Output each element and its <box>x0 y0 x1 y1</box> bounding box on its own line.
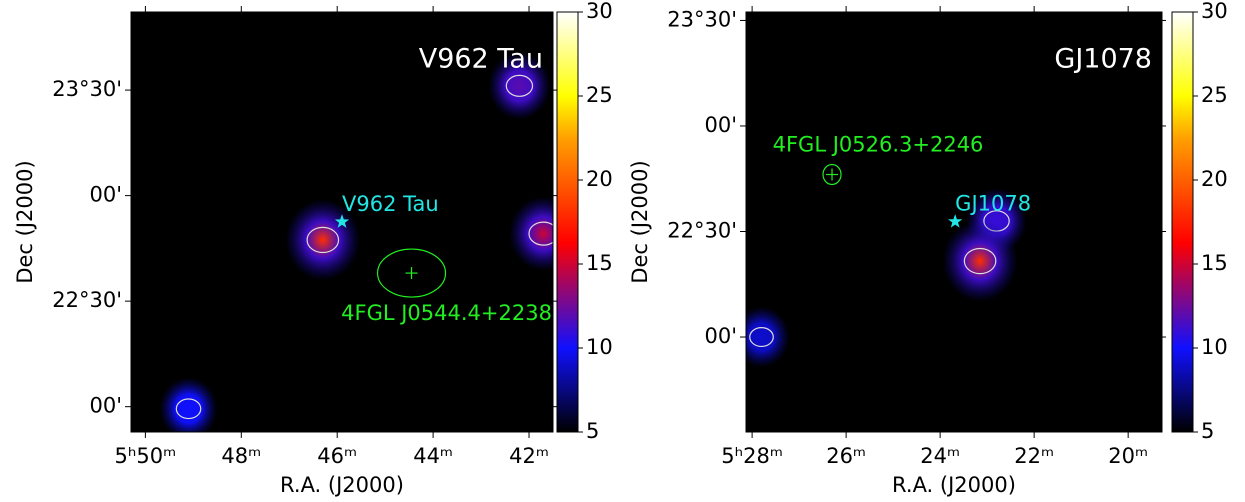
colorbar-tick-label: 30 <box>586 0 613 23</box>
x-tick-label: 20ᵐ <box>1108 444 1148 468</box>
map <box>159 51 553 432</box>
x-tick-label: 24ᵐ <box>920 444 960 468</box>
x-tick-label: 5ʰ50ᵐ <box>115 444 177 468</box>
source-label: V962 Tau <box>342 192 439 216</box>
y-tick-label: 00' <box>705 324 738 348</box>
y-tick-label: 00' <box>90 183 123 207</box>
colorbar-tick-label: 20 <box>586 167 613 191</box>
colorbar-tick-label: 10 <box>586 335 613 359</box>
contour <box>175 398 202 420</box>
ts-blob <box>159 377 218 432</box>
y-tick-label: 22°30' <box>667 218 737 242</box>
contour <box>306 226 340 254</box>
y-axis-label: Dec (J2000) <box>628 160 652 283</box>
colorbar-tick-label: 25 <box>1201 83 1228 107</box>
colorbar <box>1171 11 1194 433</box>
x-tick-label: 22ᵐ <box>1014 444 1054 468</box>
contour <box>963 247 997 275</box>
y-tick-label: 23°30' <box>667 7 737 31</box>
x-tick-label: 44ᵐ <box>413 444 453 468</box>
map <box>746 188 1027 368</box>
y-tick-label: 00' <box>705 113 738 137</box>
y-tick-label: 00' <box>90 394 123 418</box>
source-label: GJ1078 <box>955 192 1031 216</box>
colorbar-tick-label: 5 <box>1201 419 1214 443</box>
contour <box>505 74 534 97</box>
error-ellipse <box>822 163 842 186</box>
ts-blob <box>942 220 1018 302</box>
ts-blob <box>508 196 553 272</box>
x-tick-label: 48ᵐ <box>221 444 261 468</box>
x-tick-label: 42ᵐ <box>509 444 549 468</box>
contour <box>749 327 774 348</box>
x-axis-label: R.A. (J2000) <box>892 473 1016 497</box>
y-tick-label: 22°30' <box>52 288 122 312</box>
ts-blob <box>746 306 790 368</box>
colorbar <box>556 11 579 433</box>
colorbar-tick-label: 30 <box>1201 0 1228 23</box>
plot-frame <box>130 11 554 433</box>
colorbar-tick-label: 20 <box>1201 167 1228 191</box>
colorbar-tick-label: 15 <box>1201 251 1228 275</box>
source-star <box>948 214 963 228</box>
ts-blob <box>488 51 551 120</box>
colorbar-tick-label: 10 <box>1201 335 1228 359</box>
contour <box>528 221 553 246</box>
colorbar-tick-label: 5 <box>586 419 599 443</box>
x-axis-label: R.A. (J2000) <box>280 473 404 497</box>
source-star <box>334 214 350 228</box>
panel-title: GJ1078 <box>1054 44 1152 75</box>
colorbar-tick-label: 25 <box>586 83 613 107</box>
error-ellipse <box>376 248 447 298</box>
colorbar-tick-label: 15 <box>586 251 613 275</box>
panel-title: V962 Tau <box>419 44 543 75</box>
x-tick-label: 5ʰ28ᵐ <box>721 444 783 468</box>
y-tick-label: 23°30' <box>52 77 122 101</box>
source-label: 4FGL J0544.4+2238 <box>341 301 552 325</box>
source-label: 4FGL J0526.3+2246 <box>773 133 984 157</box>
y-axis-label: Dec (J2000) <box>13 160 37 283</box>
x-tick-label: 26ᵐ <box>826 444 866 468</box>
plot-frame <box>745 11 1163 433</box>
x-tick-label: 46ᵐ <box>317 444 357 468</box>
